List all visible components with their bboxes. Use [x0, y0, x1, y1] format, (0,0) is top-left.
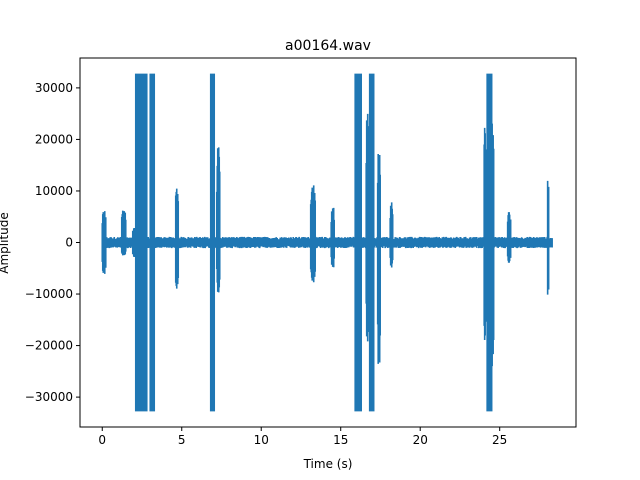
chart-title: a00164.wav — [285, 38, 371, 54]
x-tick-label: 5 — [178, 433, 186, 447]
x-tick-label: 0 — [98, 433, 106, 447]
y-tick-label: 0 — [65, 236, 73, 250]
x-tick-label: 15 — [333, 433, 348, 447]
y-tick-label: −10000 — [25, 287, 73, 301]
x-tick-label: 25 — [492, 433, 507, 447]
x-tick-label: 10 — [254, 433, 269, 447]
y-tick-label: −20000 — [25, 339, 73, 353]
x-axis: 0 5 10 15 20 25 — [98, 427, 507, 447]
y-tick-label: 20000 — [35, 132, 73, 146]
waveform-series — [101, 73, 553, 412]
x-axis-label: Time (s) — [303, 457, 353, 471]
y-tick-label: 10000 — [35, 184, 73, 198]
y-tick-label: −30000 — [25, 390, 73, 404]
y-axis-label: Amplitude — [0, 212, 11, 274]
waveform-line — [101, 73, 553, 412]
x-tick-label: 20 — [413, 433, 428, 447]
y-axis: −30000 −20000 −10000 0 10000 20000 30000 — [25, 81, 80, 404]
y-tick-label: 30000 — [35, 81, 73, 95]
